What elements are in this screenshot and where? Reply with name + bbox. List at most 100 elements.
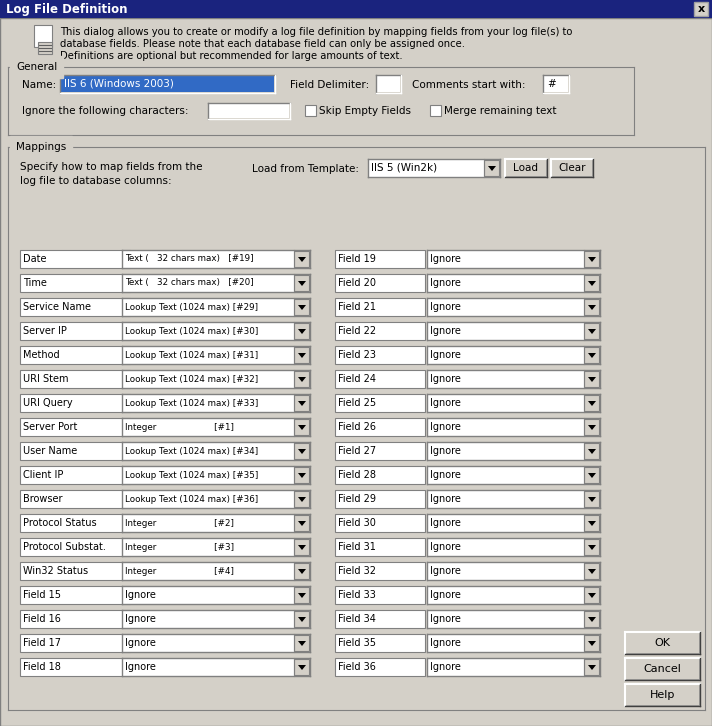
Text: Field 27: Field 27 xyxy=(338,446,376,456)
Bar xyxy=(427,490,600,508)
Text: Ignore: Ignore xyxy=(430,542,461,552)
Polygon shape xyxy=(298,545,306,550)
Bar xyxy=(427,250,600,268)
Text: Lookup Text (1024 max) [#34]: Lookup Text (1024 max) [#34] xyxy=(125,446,258,455)
Text: Integer                     [#2]: Integer [#2] xyxy=(125,518,234,528)
Text: Load from Template:: Load from Template: xyxy=(252,164,359,174)
Bar xyxy=(122,610,310,628)
Text: General: General xyxy=(16,62,57,72)
Bar xyxy=(0,0,712,18)
Polygon shape xyxy=(298,473,306,478)
Bar xyxy=(20,658,130,676)
Bar xyxy=(584,635,599,651)
Text: #: # xyxy=(547,79,556,89)
Polygon shape xyxy=(588,521,596,526)
Polygon shape xyxy=(588,545,596,550)
Text: Ignore: Ignore xyxy=(125,638,156,648)
Bar xyxy=(294,347,309,363)
Bar xyxy=(377,76,400,92)
Polygon shape xyxy=(298,641,306,646)
Bar xyxy=(122,274,310,292)
Bar xyxy=(584,419,599,435)
Text: Ignore: Ignore xyxy=(430,614,461,624)
Text: Log File Definition: Log File Definition xyxy=(6,2,127,15)
Polygon shape xyxy=(588,641,596,646)
Text: Lookup Text (1024 max) [#31]: Lookup Text (1024 max) [#31] xyxy=(125,351,258,359)
Bar xyxy=(584,299,599,315)
Bar xyxy=(20,490,130,508)
Bar xyxy=(335,442,425,460)
Bar xyxy=(427,514,600,532)
Bar xyxy=(294,515,309,531)
Bar xyxy=(584,371,599,387)
Text: Time: Time xyxy=(23,278,47,288)
Text: Ignore: Ignore xyxy=(430,590,461,600)
Polygon shape xyxy=(588,425,596,430)
Bar xyxy=(335,346,425,364)
Text: Integer                     [#4]: Integer [#4] xyxy=(125,566,234,576)
Text: Field 15: Field 15 xyxy=(23,590,61,600)
Polygon shape xyxy=(588,473,596,478)
Text: User Name: User Name xyxy=(23,446,77,456)
Bar xyxy=(625,684,700,706)
Bar xyxy=(584,539,599,555)
Bar xyxy=(335,658,425,676)
Bar xyxy=(427,274,600,292)
Bar xyxy=(122,346,310,364)
Bar xyxy=(294,563,309,579)
Bar xyxy=(427,658,600,676)
Polygon shape xyxy=(588,305,596,310)
Bar xyxy=(584,347,599,363)
Text: Field 17: Field 17 xyxy=(23,638,61,648)
Bar xyxy=(122,322,310,340)
Text: Ignore: Ignore xyxy=(125,662,156,672)
Bar xyxy=(335,466,425,484)
Bar xyxy=(122,538,310,556)
Bar xyxy=(427,322,600,340)
Bar xyxy=(294,587,309,603)
Text: log file to database columns:: log file to database columns: xyxy=(20,176,172,186)
Bar xyxy=(584,659,599,675)
Bar xyxy=(584,611,599,627)
Polygon shape xyxy=(588,281,596,286)
Bar xyxy=(335,634,425,652)
Text: Field 16: Field 16 xyxy=(23,614,61,624)
Bar xyxy=(294,467,309,483)
Bar xyxy=(427,610,600,628)
Bar xyxy=(335,610,425,628)
Bar xyxy=(122,298,310,316)
Polygon shape xyxy=(588,353,596,358)
Text: Field 18: Field 18 xyxy=(23,662,61,672)
Text: Ignore: Ignore xyxy=(430,398,461,408)
Text: Integer                     [#3]: Integer [#3] xyxy=(125,542,234,552)
Bar xyxy=(20,562,130,580)
Bar xyxy=(427,442,600,460)
Text: Specify how to map fields from the: Specify how to map fields from the xyxy=(20,162,202,172)
Text: Ignore: Ignore xyxy=(430,302,461,312)
Bar xyxy=(20,418,130,436)
Bar xyxy=(584,395,599,411)
Bar xyxy=(335,586,425,604)
Polygon shape xyxy=(588,617,596,622)
Text: Field 19: Field 19 xyxy=(338,254,376,264)
Text: Ignore: Ignore xyxy=(430,254,461,264)
Bar xyxy=(584,467,599,483)
Bar xyxy=(20,586,130,604)
Bar xyxy=(294,419,309,435)
Bar xyxy=(584,323,599,339)
Bar xyxy=(20,442,130,460)
Bar xyxy=(305,105,316,116)
Bar xyxy=(122,418,310,436)
Bar xyxy=(427,586,600,604)
Bar xyxy=(505,159,547,177)
Bar xyxy=(20,370,130,388)
Bar xyxy=(294,491,309,507)
Bar xyxy=(335,394,425,412)
Polygon shape xyxy=(588,449,596,454)
Text: Field 29: Field 29 xyxy=(338,494,376,504)
Bar xyxy=(430,105,441,116)
Text: Field 20: Field 20 xyxy=(338,278,376,288)
Bar xyxy=(20,466,130,484)
Text: Merge remaining text: Merge remaining text xyxy=(444,106,557,116)
Text: Field 34: Field 34 xyxy=(338,614,376,624)
